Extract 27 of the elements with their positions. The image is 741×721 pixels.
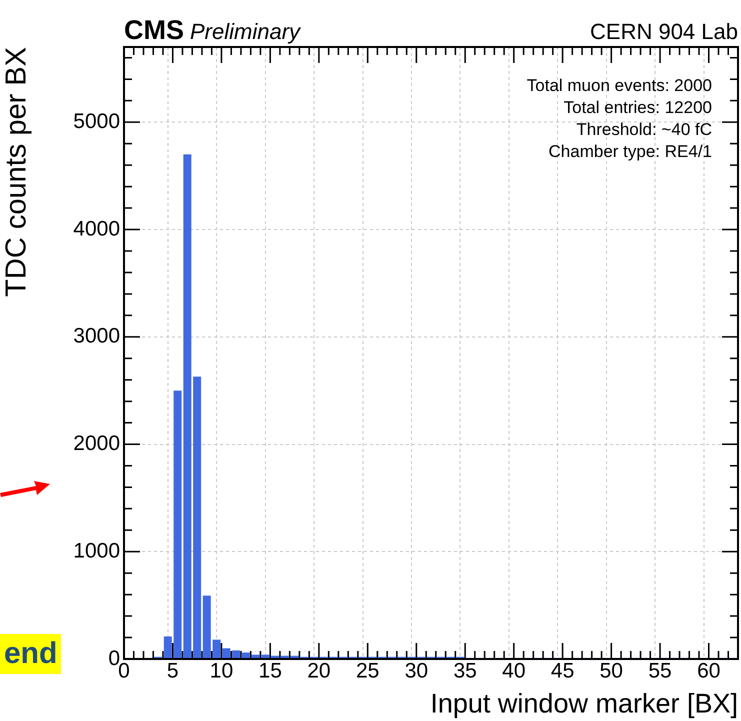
x-tick-label: 10 — [210, 659, 234, 682]
x-tick-label: 30 — [404, 659, 428, 682]
chart-subtitle: Preliminary — [190, 19, 302, 44]
chart-title: CMS — [124, 15, 184, 45]
x-axis-title: Input window marker [BX] — [430, 688, 738, 718]
x-tick-label: 25 — [356, 659, 380, 682]
y-tick-label: 1000 — [73, 539, 120, 562]
text: CERN 904 Lab — [590, 19, 738, 44]
y-tick-label: 5000 — [73, 110, 120, 133]
annotation: Chamber type: RE4/1 — [548, 142, 712, 161]
x-tick-label: 5 — [166, 659, 179, 682]
x-tick-label: 45 — [550, 659, 574, 682]
annotation: Total muon events: 2000 — [526, 76, 712, 95]
y-tick-label: 3000 — [73, 324, 120, 348]
annotation: Threshold: ~40 fC — [576, 120, 712, 139]
x-tick-label: 35 — [453, 659, 477, 682]
y-axis-title: TDC counts per BX — [0, 47, 32, 297]
y-tick-label: 2000 — [73, 432, 120, 456]
annotation: Total entries: 12200 — [564, 98, 712, 117]
x-tick-label: 50 — [600, 659, 623, 682]
x-tick-label: 20 — [307, 659, 331, 682]
x-tick-label: 55 — [648, 659, 672, 682]
x-tick-label: 60 — [697, 659, 720, 682]
text: end — [0, 634, 62, 674]
y-tick-label: 4000 — [73, 217, 120, 240]
x-tick-label: 15 — [258, 659, 282, 682]
x-tick-label: 40 — [502, 659, 526, 682]
